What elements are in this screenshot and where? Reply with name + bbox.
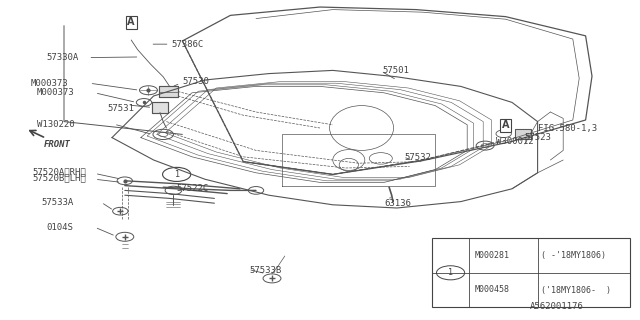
Text: 63136: 63136 bbox=[384, 199, 411, 208]
Text: 57523: 57523 bbox=[525, 133, 552, 142]
Text: W130220: W130220 bbox=[37, 120, 75, 129]
Text: 57533A: 57533A bbox=[42, 198, 74, 207]
Text: A: A bbox=[502, 120, 509, 131]
Text: 57520B〈LH〉: 57520B〈LH〉 bbox=[32, 173, 86, 182]
Text: 57530: 57530 bbox=[182, 77, 209, 86]
Text: 1: 1 bbox=[174, 170, 179, 179]
Text: 1: 1 bbox=[448, 268, 453, 277]
Text: M000281: M000281 bbox=[474, 251, 509, 260]
Text: 57532: 57532 bbox=[404, 153, 431, 162]
Polygon shape bbox=[515, 129, 531, 139]
Text: M000373: M000373 bbox=[31, 79, 68, 88]
Text: 57330A: 57330A bbox=[46, 53, 78, 62]
Text: ( -'18MY1806): ( -'18MY1806) bbox=[541, 251, 607, 260]
Polygon shape bbox=[152, 102, 168, 113]
Text: 57533B: 57533B bbox=[250, 266, 282, 275]
Text: 57520A〈RH〉: 57520A〈RH〉 bbox=[32, 168, 86, 177]
Text: FRONT: FRONT bbox=[44, 140, 70, 149]
Text: A: A bbox=[127, 17, 135, 28]
Polygon shape bbox=[159, 86, 178, 97]
Text: 57522C: 57522C bbox=[176, 184, 208, 193]
Text: M000458: M000458 bbox=[474, 285, 509, 294]
Text: 57531: 57531 bbox=[108, 104, 134, 113]
Text: W300012: W300012 bbox=[496, 137, 534, 146]
Text: 57501: 57501 bbox=[383, 66, 410, 75]
Text: FIG.580-1,3: FIG.580-1,3 bbox=[538, 124, 596, 132]
Text: 0104S: 0104S bbox=[46, 223, 73, 232]
Text: ('18MY1806-  ): ('18MY1806- ) bbox=[541, 285, 611, 294]
Text: 57386C: 57386C bbox=[172, 40, 204, 49]
Text: M000373: M000373 bbox=[37, 88, 75, 97]
Text: A562001176: A562001176 bbox=[530, 302, 584, 311]
FancyBboxPatch shape bbox=[432, 238, 630, 307]
